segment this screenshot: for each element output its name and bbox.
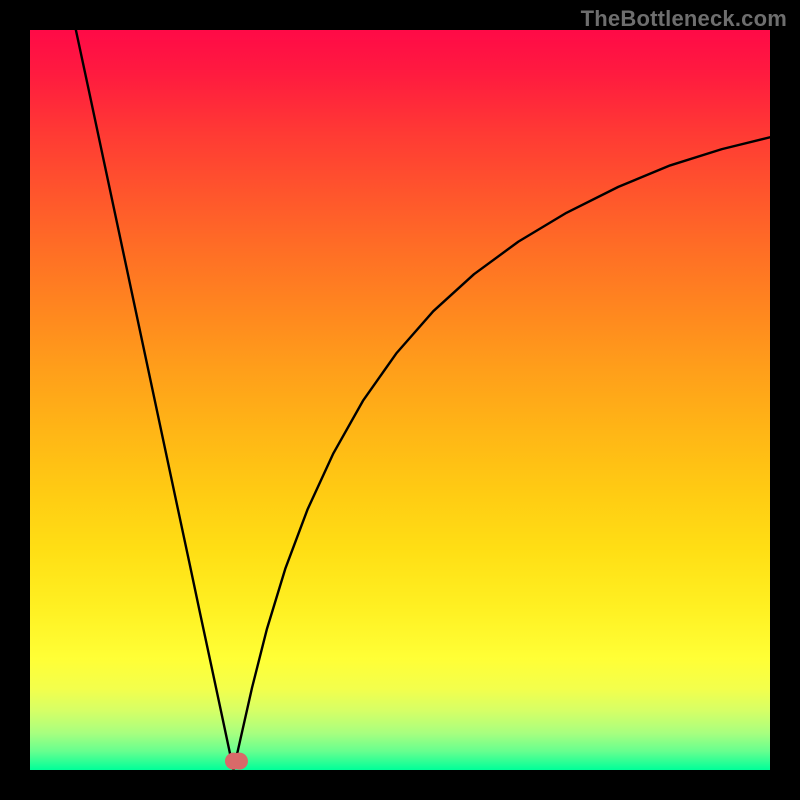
optimum-marker (225, 753, 248, 770)
watermark-text: TheBottleneck.com (581, 6, 787, 32)
chart-background (30, 30, 770, 770)
bottleneck-chart (30, 30, 770, 770)
